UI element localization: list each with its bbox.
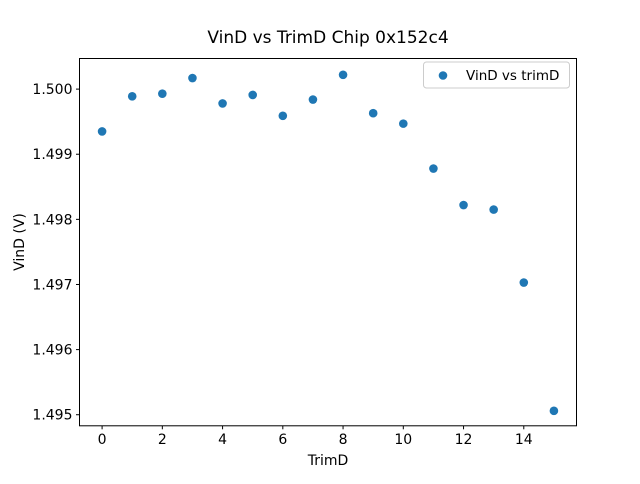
x-tick-label: 14 xyxy=(515,432,533,448)
data-point xyxy=(308,95,318,104)
legend: VinD vs trimD xyxy=(423,61,570,89)
x-tick-label: 4 xyxy=(218,432,227,448)
legend-box xyxy=(423,61,570,89)
data-point xyxy=(368,108,378,118)
x-tick-label: 10 xyxy=(394,432,412,448)
x-tick-label: 0 xyxy=(98,432,107,448)
y-tick-label: 1.498 xyxy=(32,212,72,228)
x-tick-label: 12 xyxy=(455,432,473,448)
chart-title: VinD vs TrimD Chip 0x152c4 xyxy=(207,28,448,48)
y-axis-label: VinD (V) xyxy=(12,213,28,271)
legend-marker-icon xyxy=(438,71,448,80)
y-tick-label: 1.496 xyxy=(32,343,72,359)
data-point xyxy=(188,73,197,83)
data-point xyxy=(549,406,559,416)
x-tick-label: 2 xyxy=(158,432,167,448)
data-point xyxy=(158,89,167,98)
data-points xyxy=(97,70,559,416)
data-point xyxy=(97,127,107,136)
data-point xyxy=(218,99,227,108)
data-point xyxy=(429,164,438,173)
axes-border xyxy=(79,58,577,427)
data-point xyxy=(278,111,288,121)
legend-label: VinD vs trimD xyxy=(466,68,559,84)
x-tick-label: 8 xyxy=(339,432,348,448)
plot-area xyxy=(79,58,577,426)
x-axis-label: TrimD xyxy=(307,453,349,469)
y-tick-label: 1.497 xyxy=(32,277,72,293)
data-point xyxy=(127,91,137,101)
x-axis-ticks: 0 2 4 6 8 10 12 14 xyxy=(98,425,533,448)
data-point xyxy=(338,70,348,80)
y-tick-label: 1.500 xyxy=(32,82,72,98)
x-tick-label: 6 xyxy=(278,432,287,448)
data-point xyxy=(519,278,529,287)
data-point xyxy=(489,205,498,214)
y-tick-label: 1.495 xyxy=(32,408,72,424)
data-point xyxy=(459,200,468,210)
data-point xyxy=(248,90,257,100)
y-axis-ticks: 1.495 1.496 1.497 1.498 1.499 1.500 xyxy=(32,82,80,424)
data-point xyxy=(399,119,408,128)
y-tick-label: 1.499 xyxy=(32,147,72,163)
